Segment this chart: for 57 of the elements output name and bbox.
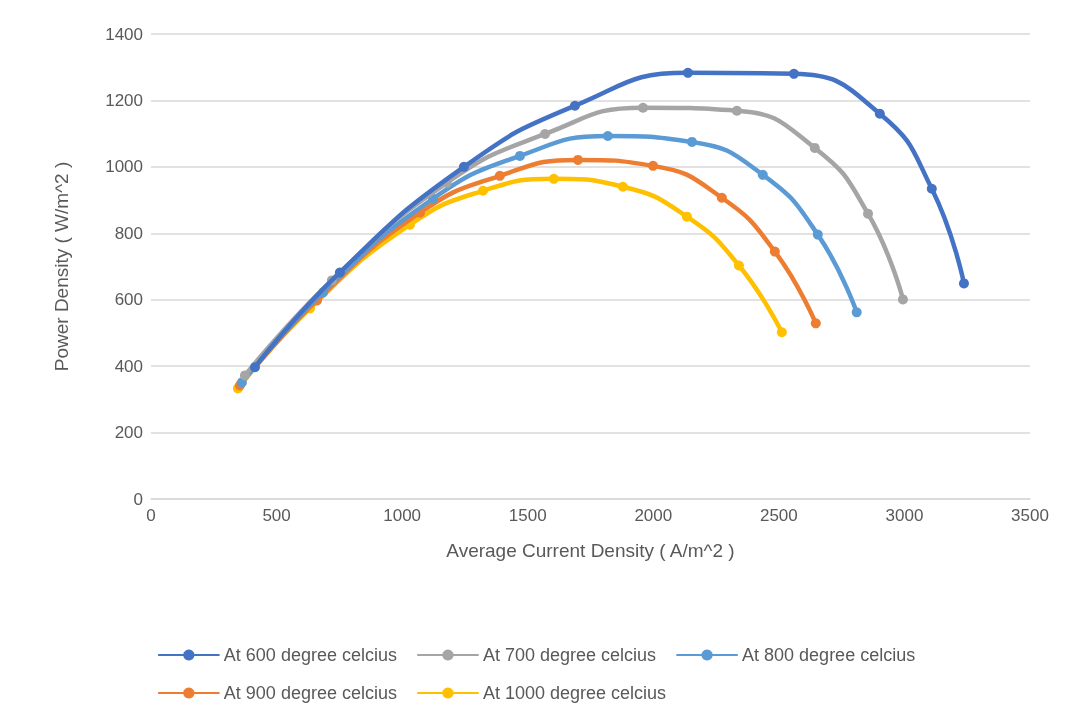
point — [769, 246, 780, 257]
y-tick-label: 800 — [114, 223, 143, 243]
legend-label: At 700 degree celcius — [482, 645, 657, 665]
point — [648, 160, 659, 171]
point — [540, 128, 551, 139]
legend-label: At 900 degree celcius — [223, 683, 397, 703]
legend-label: At 1000 degree celcius — [482, 683, 667, 703]
point — [569, 100, 580, 111]
point — [478, 185, 489, 196]
point — [239, 370, 250, 381]
point — [812, 229, 823, 240]
point — [810, 318, 821, 329]
point — [851, 307, 862, 318]
point — [863, 208, 874, 219]
point — [731, 105, 742, 116]
legend-label: At 800 degree celcius — [742, 645, 916, 665]
point — [681, 211, 692, 222]
point — [548, 173, 559, 184]
point — [514, 150, 525, 161]
point — [926, 183, 937, 194]
y-tick-label: 0 — [133, 489, 143, 509]
point — [874, 108, 885, 119]
point — [572, 154, 583, 165]
x-tick-label: 3500 — [1011, 506, 1049, 525]
point — [686, 136, 697, 147]
point — [617, 181, 628, 192]
point — [788, 68, 799, 79]
x-axis-title: Average Current Density ( A/m^2 ) — [446, 540, 735, 561]
point — [249, 362, 260, 373]
point — [733, 260, 744, 271]
point — [716, 192, 727, 203]
y-tick-label: 1000 — [105, 157, 143, 177]
point — [682, 67, 693, 78]
point — [776, 327, 787, 338]
point — [602, 130, 613, 141]
point — [757, 169, 768, 180]
y-tick-label: 600 — [114, 290, 143, 310]
x-tick-label: 3000 — [885, 506, 924, 525]
y-tick-label: 200 — [114, 423, 143, 443]
y-tick-label: 400 — [114, 356, 143, 376]
point — [494, 170, 505, 181]
point — [458, 161, 469, 172]
y-tick-label: 1400 — [105, 24, 143, 44]
point — [638, 102, 648, 113]
y-axis-title: Power Density ( W/m^2 ) — [51, 161, 72, 372]
legend-label: At 600 degree celcius — [223, 645, 397, 665]
point — [334, 267, 345, 278]
y-tick-label: 1200 — [105, 90, 143, 110]
x-tick-label: 1000 — [383, 506, 422, 525]
point — [897, 294, 908, 305]
x-tick-label: 0 — [146, 506, 156, 525]
x-tick-label: 2500 — [759, 506, 798, 525]
x-tick-label: 500 — [262, 506, 291, 525]
x-tick-label: 1500 — [508, 506, 547, 525]
x-tick-label: 2000 — [634, 506, 673, 525]
point — [809, 142, 820, 153]
point — [958, 278, 969, 289]
